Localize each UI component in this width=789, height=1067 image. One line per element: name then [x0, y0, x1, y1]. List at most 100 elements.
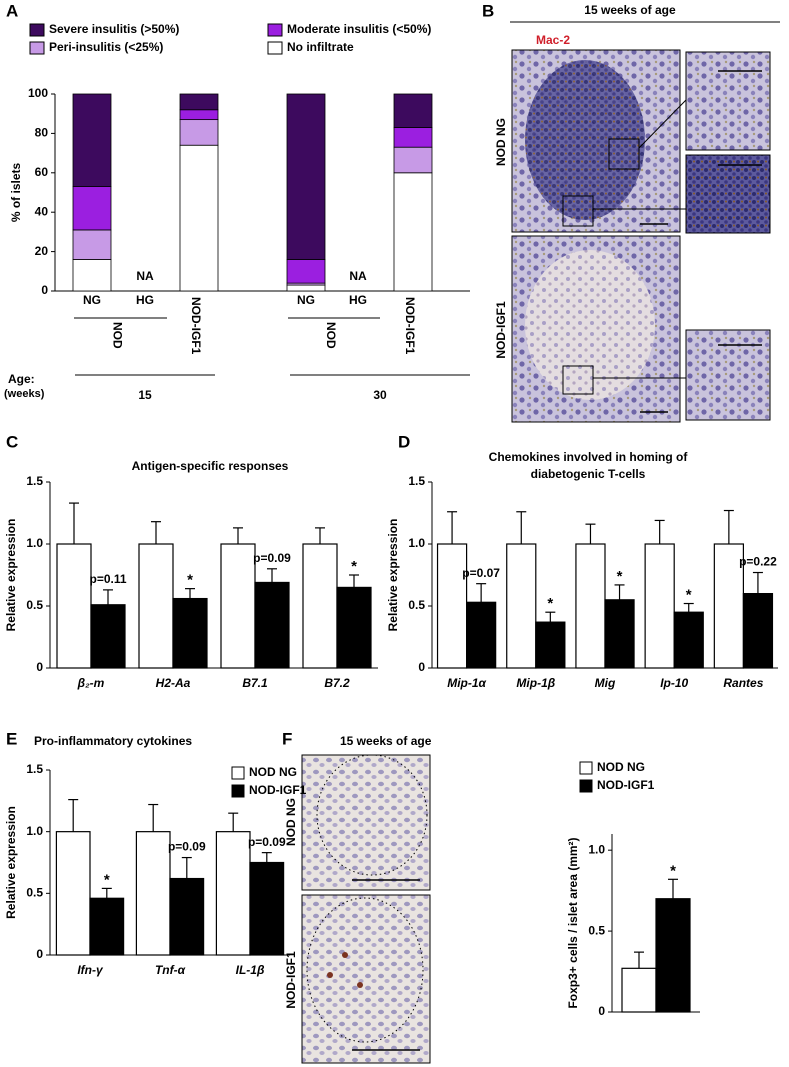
x-tick-label: Mip-1α	[447, 676, 486, 690]
zoom-box	[562, 365, 594, 395]
bar	[220, 543, 256, 669]
bar	[575, 543, 606, 669]
x-tick-label: H2-Aa	[156, 676, 191, 690]
bar	[215, 831, 251, 956]
bar	[535, 621, 566, 669]
zoom-box	[608, 138, 640, 170]
legend-label: NOD-IGF1	[597, 778, 655, 792]
bar-segment	[72, 93, 112, 187]
x-tick-label: Mig	[595, 676, 616, 690]
legend-label: Severe insulitis (>50%)	[49, 22, 179, 36]
legend-label: Peri-insulitis (<25%)	[49, 40, 163, 54]
bar-segment	[72, 229, 112, 260]
y-axis-label: Foxp3+ cells / islet area (mm²)	[566, 837, 580, 1008]
islet-outline	[306, 897, 424, 1043]
foxp3-cell	[327, 972, 333, 978]
annotation: NA	[349, 269, 367, 283]
bar	[302, 543, 338, 669]
y-tick-label: 0	[41, 283, 48, 297]
legend-swatch	[231, 766, 245, 780]
x-tick-label: IL-1β	[236, 963, 265, 977]
y-tick-label: 1.5	[408, 474, 425, 488]
y-tick-label: 20	[35, 244, 49, 258]
bar-segment	[179, 119, 219, 146]
legend-swatch	[579, 779, 593, 793]
row-label: NOD NG	[494, 118, 508, 166]
panel-letter: D	[398, 432, 410, 451]
annotation: p=0.07	[462, 566, 500, 580]
x-tick-label: NG	[83, 293, 101, 307]
age-label: Age:	[8, 372, 35, 386]
bar	[172, 597, 208, 669]
y-tick-label: 1.0	[26, 824, 43, 838]
group-label: NOD	[324, 322, 338, 349]
x-tick-label: Ifn-γ	[77, 963, 104, 977]
foxp3-cell	[342, 952, 348, 958]
annotation: p=0.11	[89, 572, 126, 586]
y-tick-label: 80	[35, 126, 49, 140]
infiltrate	[525, 60, 645, 220]
annotation: *	[187, 572, 193, 589]
bar-segment	[393, 127, 433, 148]
y-tick-label: 100	[28, 86, 48, 100]
legend-label: NOD NG	[597, 760, 645, 774]
y-tick-label: 1.0	[26, 536, 43, 550]
x-tick-label: Mip-1β	[516, 676, 555, 690]
x-tick-label: Tnf-α	[155, 963, 186, 977]
x-tick-label: HG	[136, 293, 154, 307]
chart-title: Pro-inflammatory cytokines	[34, 734, 192, 748]
group-label: NOD	[110, 322, 124, 349]
panel-header: 15 weeks of age	[584, 3, 676, 17]
row-label: NOD NG	[284, 798, 298, 846]
y-tick-label: 0	[598, 1004, 605, 1018]
y-tick-label: 1.5	[26, 762, 43, 776]
bar-segment	[393, 172, 433, 292]
bar	[56, 543, 92, 669]
bar-segment	[72, 186, 112, 231]
bar-segment	[286, 284, 326, 292]
stain-label: Mac-2	[536, 33, 570, 47]
x-tick-label: B7.1	[242, 676, 268, 690]
micrograph-zoom	[685, 51, 771, 151]
row-label: NOD-IGF1	[494, 301, 508, 359]
x-tick-label: Rantes	[723, 676, 763, 690]
x-tick-label: NG	[297, 293, 315, 307]
legend-swatch	[29, 23, 45, 37]
bar-segment	[179, 93, 219, 111]
y-axis-label: % of islets	[9, 163, 23, 223]
x-tick-label: HG	[349, 293, 367, 307]
y-tick-label: 1.0	[408, 536, 425, 550]
micrograph	[301, 754, 431, 891]
bar-segment	[286, 93, 326, 260]
panel-letter: A	[6, 1, 18, 20]
x-tick-label: NOD-IGF1	[189, 297, 203, 355]
bar	[249, 861, 285, 956]
y-axis-label: Relative expression	[386, 519, 400, 632]
x-tick-label: Ip-10	[660, 676, 688, 690]
annotation: *	[104, 871, 110, 888]
legend-swatch	[579, 761, 593, 775]
y-tick-label: 1.5	[26, 474, 43, 488]
bar	[655, 898, 691, 1013]
legend-swatch	[29, 41, 45, 55]
age-unit: (weeks)	[4, 388, 45, 400]
bar-segment	[393, 146, 433, 174]
bar	[713, 543, 744, 669]
chart-title: Chemokines involved in homing of	[489, 450, 689, 464]
annotation: NA	[136, 269, 154, 283]
y-tick-label: 0.5	[26, 886, 43, 900]
y-tick-label: 40	[35, 204, 49, 218]
y-axis-label: Relative expression	[4, 806, 18, 919]
bar	[135, 831, 171, 956]
y-tick-label: 1.0	[588, 842, 605, 856]
legend-label: NOD-IGF1	[249, 783, 307, 797]
legend-label: NOD NG	[249, 765, 297, 779]
bar	[169, 877, 205, 956]
micrograph-zoom	[685, 154, 771, 234]
islet	[525, 250, 655, 400]
bar	[55, 831, 91, 956]
bar	[336, 586, 372, 669]
y-axis-label: Relative expression	[4, 519, 18, 632]
annotation: *	[670, 862, 676, 879]
